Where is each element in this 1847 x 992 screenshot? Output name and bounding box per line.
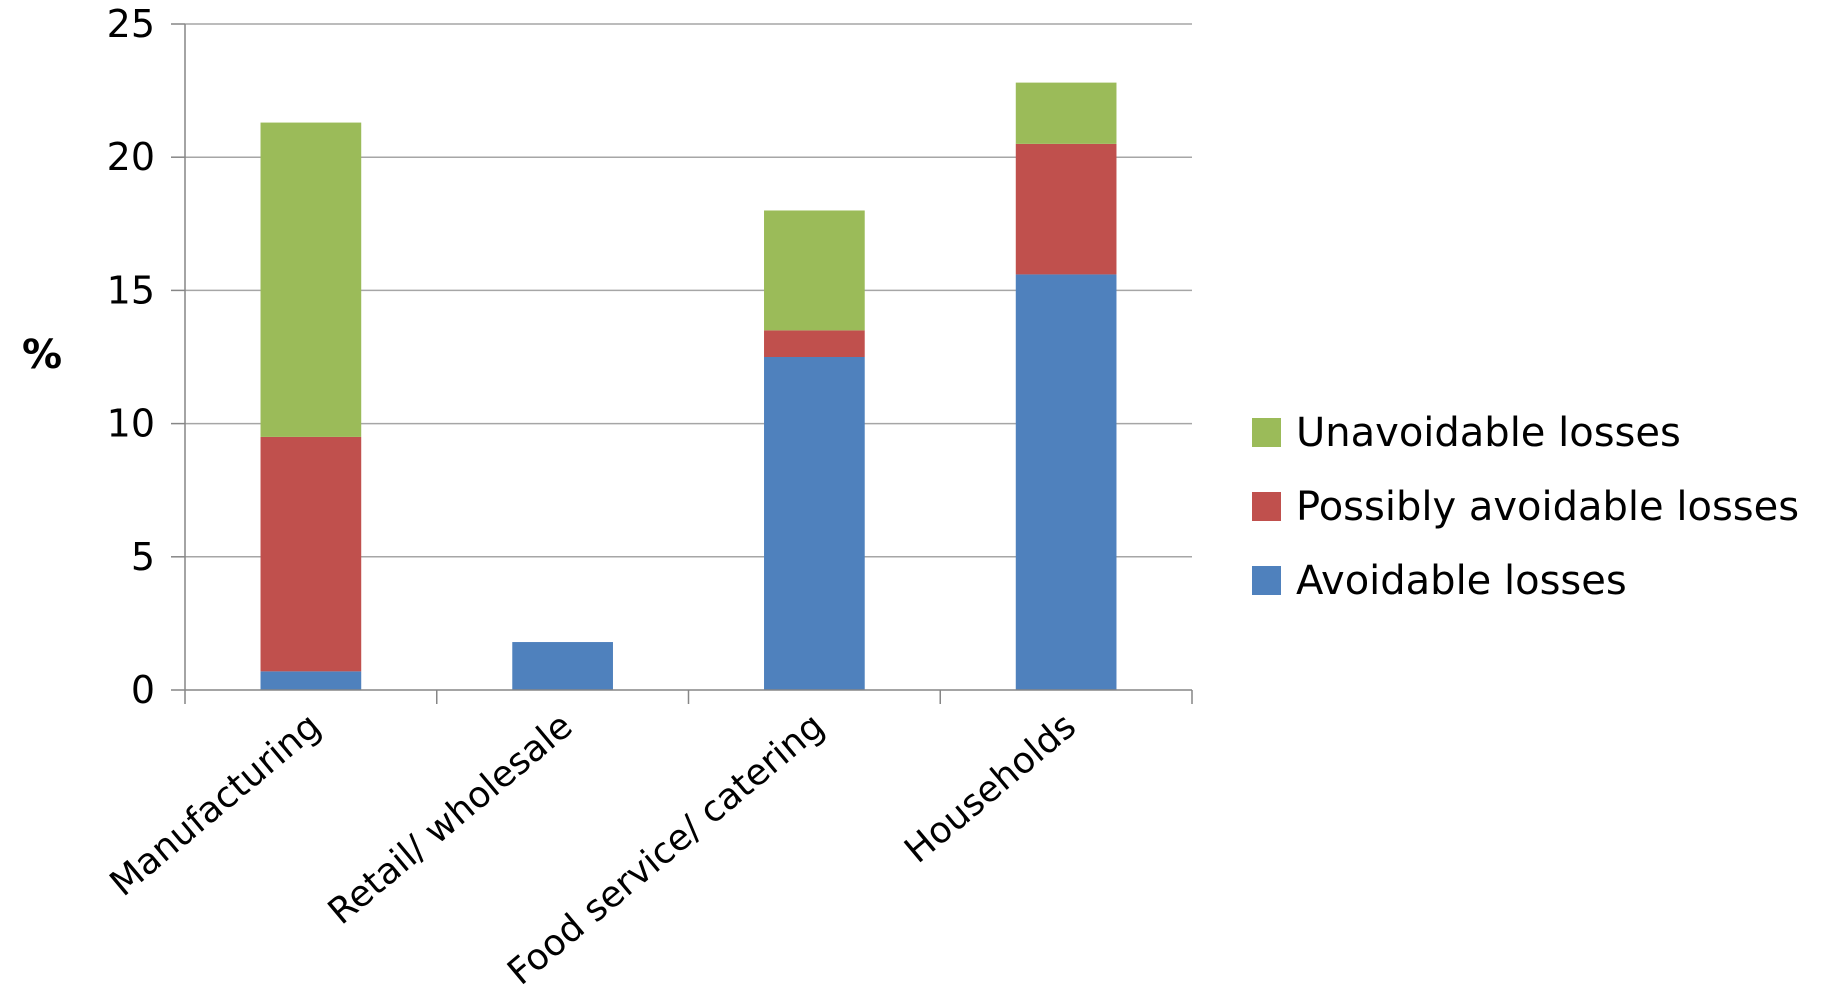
legend-label: Avoidable losses	[1296, 558, 1627, 604]
x-category-label: Households	[897, 705, 1084, 871]
y-tick-label: 0	[131, 668, 155, 712]
legend-swatch	[1252, 418, 1281, 447]
bar-segment	[1015, 143, 1117, 275]
y-tick-labels: 0 5 10 15 20 25	[107, 2, 155, 712]
y-axis-title: %	[22, 332, 62, 378]
bar-segment	[260, 436, 362, 672]
bar-segment	[764, 330, 865, 357]
y-tick-label: 20	[107, 135, 155, 179]
legend-label: Possibly avoidable losses	[1296, 484, 1799, 530]
y-tick-label: 10	[107, 402, 155, 446]
legend-label: Unavoidable losses	[1296, 410, 1681, 456]
x-category-label: Retail/ wholesale	[321, 705, 581, 932]
bar-segment	[1015, 274, 1117, 690]
bar-segment	[764, 210, 865, 331]
y-tick-label: 25	[107, 2, 155, 46]
bar-segment	[260, 671, 362, 690]
axes	[171, 23, 1193, 704]
legend-swatch	[1252, 566, 1281, 595]
bar-segment	[512, 642, 613, 690]
x-category-label: Manufacturing	[103, 705, 329, 904]
bar-segment	[1015, 82, 1117, 144]
bar-segment	[764, 357, 865, 690]
bars	[260, 82, 1117, 690]
y-tick-label: 5	[131, 535, 155, 579]
y-tick-label: 15	[107, 268, 155, 312]
bar-segment	[260, 122, 362, 437]
legend-swatch	[1252, 492, 1281, 521]
legend: Unavoidable losses Possibly avoidable los…	[1252, 410, 1799, 604]
